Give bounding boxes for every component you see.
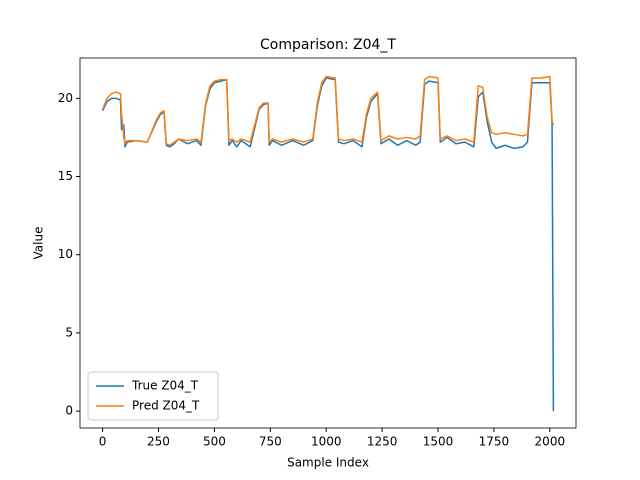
data-line <box>101 75 555 147</box>
y-axis-label: Value <box>32 227 46 260</box>
y-tick-label: 0 <box>65 404 73 418</box>
legend-box <box>87 371 219 421</box>
plot-frame <box>79 57 577 429</box>
y-tick-label: 20 <box>58 91 73 105</box>
chart-title: Comparison: Z04_T <box>260 37 396 53</box>
x-tick-label: 1250 <box>367 435 398 449</box>
x-tick-label: 1500 <box>423 435 454 449</box>
x-tick-label: 750 <box>259 435 282 449</box>
y-tick-label: 15 <box>58 169 73 183</box>
x-tick-label: 1000 <box>311 435 342 449</box>
x-tick-label: 250 <box>147 435 170 449</box>
legend-label: Pred Z04_T <box>132 399 200 413</box>
x-tick-label: 0 <box>99 435 107 449</box>
x-tick-label: 500 <box>203 435 226 449</box>
y-tick-label: 10 <box>58 247 73 261</box>
x-tick-label: 2000 <box>535 435 566 449</box>
legend-label: True Z04_T <box>131 379 199 393</box>
y-tick-label: 5 <box>65 325 73 339</box>
x-axis-label: Sample Index <box>287 456 369 470</box>
x-tick-label: 1750 <box>479 435 510 449</box>
